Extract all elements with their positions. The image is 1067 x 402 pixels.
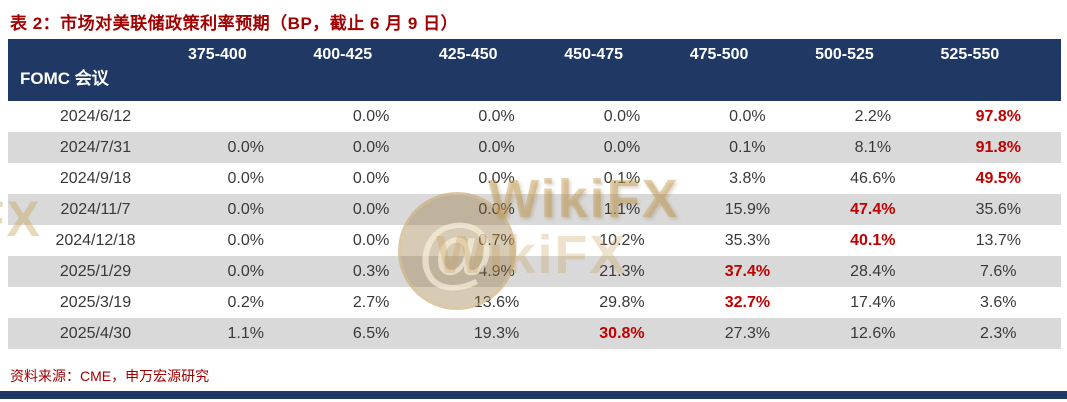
probability-cell: 0.0% [478, 107, 515, 125]
rate-range-column-header: 425-450 [433, 39, 560, 101]
probability-cell: 8.1% [854, 138, 892, 156]
fomc-meeting-date-cell: 2024/6/12 [59, 107, 132, 125]
header-row: FOMC 会议 375-400 400-425 425-450 450-475 475-… [8, 39, 1061, 101]
probability-cell: 10.2% [599, 231, 645, 249]
probability-cell-highest: 40.1% [850, 231, 896, 249]
fomc-meeting-date-cell: 2025/1/29 [59, 262, 132, 280]
probability-cell: 3.6% [980, 293, 1017, 311]
table-header: FOMC 会议 375-400 400-425 425-450 450-475 475-… [8, 39, 1061, 101]
rate-range-column-header: 475-500 [684, 39, 811, 101]
table-row: 2024/12/18 0.0% 0.0% 0.7% 10.2% 35.3% 40.1% 13.… [8, 225, 1061, 256]
probability-cell: 0.0% [352, 107, 390, 125]
probability-cell: 0.7% [478, 231, 515, 249]
probability-cell: 0.0% [227, 231, 264, 249]
probability-cell: 0.2% [227, 293, 264, 311]
table-row: 2024/7/31 0.0% 0.0% 0.0% 0.0% 0.1% 8.1% 91.8% [8, 132, 1061, 163]
probability-cell: 13.7% [975, 231, 1021, 249]
probability-cell: 0.0% [227, 262, 264, 280]
probability-cell: 0.0% [603, 138, 641, 156]
probability-cell: 46.6% [850, 169, 896, 187]
fomc-rate-probability-table: FOMC 会议 375-400 400-425 425-450 450-475 475-… [8, 39, 1061, 349]
fomc-meeting-date-cell: 2025/4/30 [59, 324, 132, 342]
probability-cell: 0.0% [352, 138, 390, 156]
probability-cell: 27.3% [724, 324, 771, 342]
probability-cell-highest: 32.7% [724, 293, 771, 311]
bottom-navy-rule [0, 391, 1067, 399]
probability-cell: 0.0% [729, 107, 766, 125]
probability-cell: 0.0% [478, 169, 515, 187]
probability-cell: 4.9% [478, 262, 515, 280]
probability-cell: 0.0% [603, 107, 641, 125]
probability-cell: 2.3% [980, 324, 1017, 342]
probability-cell: 0.1% [603, 169, 641, 187]
probability-cell: 13.6% [473, 293, 520, 311]
probability-cell: 1.1% [603, 200, 641, 218]
probability-cell: 12.6% [850, 324, 896, 342]
probability-cell: 29.8% [599, 293, 645, 311]
table-row: 2024/6/12 0.0% 0.0% 0.0% 0.0% 2.2% 97.8% [8, 101, 1061, 132]
fomc-meeting-date-cell: 2024/7/31 [59, 138, 132, 156]
probability-cell: 0.0% [478, 138, 515, 156]
probability-cell: 0.1% [729, 138, 766, 156]
probability-cell: 1.1% [227, 324, 264, 342]
probability-cell: 7.6% [980, 262, 1017, 280]
probability-cell: 2.7% [352, 293, 390, 311]
probability-cell-highest: 91.8% [975, 138, 1021, 156]
probability-cell: 2.2% [854, 107, 892, 125]
probability-cell: 21.3% [599, 262, 645, 280]
probability-cell-highest: 97.8% [975, 107, 1021, 125]
probability-cell-highest: 49.5% [975, 169, 1021, 187]
fomc-meeting-date-cell: 2025/3/19 [59, 293, 132, 311]
rate-range-column-header: 400-425 [308, 39, 434, 101]
probability-cell [183, 101, 308, 132]
probability-cell: 0.0% [352, 231, 390, 249]
probability-cell: 0.3% [352, 262, 390, 280]
rate-range-column-header: 375-400 [183, 39, 309, 101]
probability-cell: 6.5% [352, 324, 390, 342]
fomc-meeting-date-cell: 2024/11/7 [60, 200, 131, 218]
probability-cell: 35.3% [724, 231, 771, 249]
probability-cell: 0.0% [227, 169, 264, 187]
probability-cell-highest: 37.4% [724, 262, 771, 280]
rate-range-column-header: 450-475 [559, 39, 685, 101]
rate-range-column-header: 525-550 [935, 39, 1061, 101]
probability-cell: 17.4% [850, 293, 896, 311]
probability-cell: 19.3% [473, 324, 520, 342]
probability-cell-highest: 47.4% [850, 200, 896, 218]
table-row: 2024/9/18 0.0% 0.0% 0.0% 0.1% 3.8% 46.6% 49.5% [8, 163, 1061, 194]
table-row: 2024/11/7 0.0% 0.0% 0.0% 1.1% 15.9% 47.4% 35.6% [8, 194, 1061, 225]
fomc-meeting-header: FOMC 会议 [8, 39, 183, 101]
probability-cell: 15.9% [724, 200, 771, 218]
fomc-meeting-date-cell: 2024/9/18 [59, 169, 132, 187]
table-row: 2025/1/29 0.0% 0.3% 4.9% 21.3% 37.4% 28.4% 7.6% [8, 256, 1061, 287]
probability-cell: 35.6% [975, 200, 1021, 218]
probability-cell: 0.0% [227, 138, 264, 156]
fomc-meeting-date-cell: 2024/12/18 [55, 231, 136, 249]
probability-cell-highest: 30.8% [599, 324, 645, 342]
probability-cell: 0.0% [352, 200, 390, 218]
probability-cell: 0.0% [352, 169, 390, 187]
table-title: 表 2：市场对美联储政策利率预期（BP，截止 6 月 9 日） [10, 14, 459, 33]
probability-cell: 0.0% [478, 200, 515, 218]
probability-cell: 3.8% [729, 169, 766, 187]
table-body: 2024/6/12 0.0% 0.0% 0.0% 0.0% 2.2% 97.8% 2024/7… [8, 101, 1061, 349]
probability-cell: 0.0% [227, 200, 264, 218]
rate-range-column-header: 500-525 [810, 39, 936, 101]
probability-cell: 28.4% [850, 262, 896, 280]
data-source-note: 资料来源：CME，申万宏源研究 [10, 368, 210, 384]
table-row: 2025/4/30 1.1% 6.5% 19.3% 30.8% 27.3% 12.6% 2.3… [8, 318, 1061, 349]
table-row: 2025/3/19 0.2% 2.7% 13.6% 29.8% 32.7% 17.4% 3.6… [8, 287, 1061, 318]
